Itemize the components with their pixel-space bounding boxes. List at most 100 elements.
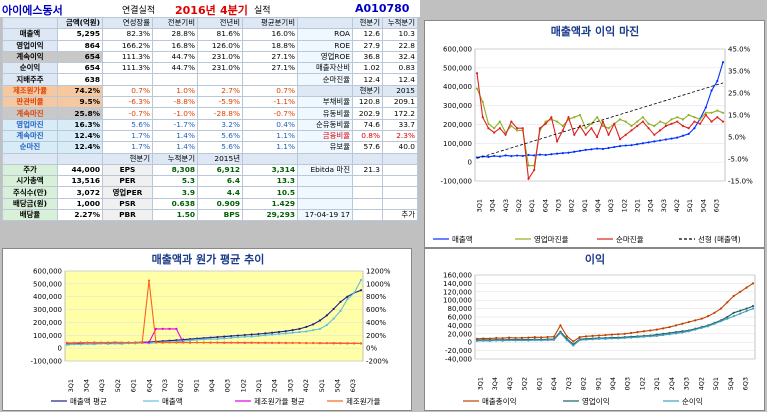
table-row: 판관비율 9.5% -6.3% -8.8% -5.9% -1.1% 부채비율 120.8 209… xyxy=(2,96,418,109)
x-tick-label: 9Q4 xyxy=(594,199,602,212)
table-cell: -0.7% xyxy=(102,107,153,120)
table-cell: 74.6 xyxy=(352,118,383,131)
x-tick-label: 6Q4 xyxy=(145,379,153,392)
table-cell: 13,516 xyxy=(57,175,103,188)
y-tick-label: 300,000 xyxy=(443,102,472,110)
data-point xyxy=(318,327,322,330)
x-tick-label: 6Q3 xyxy=(349,379,357,392)
data-point xyxy=(284,330,287,333)
data-point xyxy=(65,341,69,344)
x-tick-label: 4Q3 xyxy=(98,379,106,392)
y2-tick-label: 15.0% xyxy=(728,112,751,120)
table-cell xyxy=(352,209,383,222)
data-point xyxy=(540,336,543,339)
x-tick-label: 1Q2 xyxy=(638,377,646,390)
data-point xyxy=(676,116,679,119)
data-point xyxy=(515,154,519,157)
data-point xyxy=(596,116,599,119)
y2-tick-label: 5.0% xyxy=(728,134,746,142)
x-tick-label: 5Q4 xyxy=(333,379,341,392)
data-point xyxy=(113,341,116,344)
chart-revenue-margin: 매출액과 이익 마진 600,000 500,000 400,000 300,000 20… xyxy=(433,24,753,244)
data-point xyxy=(79,341,82,344)
table-cell xyxy=(57,152,103,165)
data-point xyxy=(264,334,267,337)
x-tick-label: 3Q1 xyxy=(476,199,484,212)
table-cell: 111.3% xyxy=(102,62,153,75)
table-row: 순마진 12.4% 1.7% 1.4% 5.6% 1.1% 유보율 57.6 40.0 xyxy=(2,141,418,154)
x-tick-label: 4Q3 xyxy=(502,199,510,212)
table-cell: 638 xyxy=(57,73,103,86)
data-point xyxy=(716,79,719,83)
x-tick-label: 5Q2 xyxy=(521,377,529,390)
table-cell xyxy=(352,152,383,165)
table-cell: 16.3% xyxy=(57,118,103,131)
data-point xyxy=(359,289,363,292)
data-point xyxy=(670,137,673,140)
data-point xyxy=(533,336,536,339)
data-point xyxy=(607,127,610,130)
table-cell xyxy=(2,152,58,165)
data-point xyxy=(658,129,662,132)
table-row: 영업마진 16.3% 5.6% -1.7% 3.2% 0.4% 순유동비율 74.6 33.7 xyxy=(2,118,418,131)
data-point xyxy=(555,140,559,143)
table-cell: -1.0% xyxy=(152,107,198,120)
data-point xyxy=(597,337,601,340)
data-point xyxy=(514,339,517,342)
x-tick-label: 7Q3 xyxy=(555,199,563,212)
table-cell xyxy=(382,163,418,177)
data-point xyxy=(223,341,226,344)
x-tick-label: 8Q2 xyxy=(568,199,576,212)
data-point xyxy=(710,111,713,114)
table-cell: 81.6% xyxy=(197,28,243,41)
legend-label: 영업이익 xyxy=(582,396,610,406)
data-point xyxy=(664,124,667,128)
x-tick-label: 5Q4 xyxy=(727,377,735,390)
data-point xyxy=(202,341,205,344)
table-row: 금액(억원) 연성장률 전분기비 전년비 평균분기비 현분기 누적분기 xyxy=(2,16,418,30)
data-point xyxy=(65,343,69,347)
table-row: 순이익 654 111.3% 44.7% 231.0% 27.1% 매출자산비 1.02 0.8… xyxy=(2,62,418,75)
table-cell: 1.50 xyxy=(152,209,198,222)
table-cell: 16.8% xyxy=(152,39,198,52)
legend-label: 순마진율 xyxy=(616,234,644,244)
data-point xyxy=(188,341,192,344)
data-point xyxy=(739,309,742,312)
data-point xyxy=(346,342,349,345)
data-point xyxy=(520,339,524,342)
data-point xyxy=(668,333,671,336)
data-point xyxy=(745,310,748,313)
x-tick-label: 2Q4 xyxy=(271,379,279,392)
data-point xyxy=(653,124,656,128)
table-cell: 29,293 xyxy=(242,209,298,222)
x-tick-label: 8Q2 xyxy=(580,377,588,390)
data-point xyxy=(751,282,755,285)
data-point xyxy=(596,135,599,139)
data-point xyxy=(527,339,530,342)
data-point xyxy=(662,327,665,330)
table-cell: 40.0 xyxy=(382,141,418,154)
table-cell: 27.1% xyxy=(242,62,298,75)
x-tick-label: 9Q1 xyxy=(594,377,602,390)
data-point xyxy=(493,127,496,130)
x-tick-label: 3Q1 xyxy=(476,377,484,390)
data-point xyxy=(610,337,613,340)
table-cell: 배당금(원) xyxy=(2,197,58,211)
x-tick-label: 6Q1 xyxy=(535,377,543,390)
table-cell: 계속마진 xyxy=(2,129,58,143)
table-cell: 126.0% xyxy=(197,39,243,52)
x-tick-label: 3Q4 xyxy=(83,379,91,392)
data-point xyxy=(555,152,559,155)
table-cell: -5.9% xyxy=(197,96,243,109)
x-tick-label: 8Q2 xyxy=(177,379,185,392)
table-cell xyxy=(297,84,353,98)
data-point xyxy=(552,338,556,341)
table-cell: 5.3 xyxy=(152,175,198,188)
data-point xyxy=(550,116,553,119)
legend-label: 영업마진율 xyxy=(534,234,569,244)
table-cell: 12.4% xyxy=(57,129,103,143)
data-point xyxy=(223,335,226,338)
data-point xyxy=(662,333,665,337)
legend-label: 매출총이익 xyxy=(482,396,517,406)
data-point xyxy=(501,339,504,342)
